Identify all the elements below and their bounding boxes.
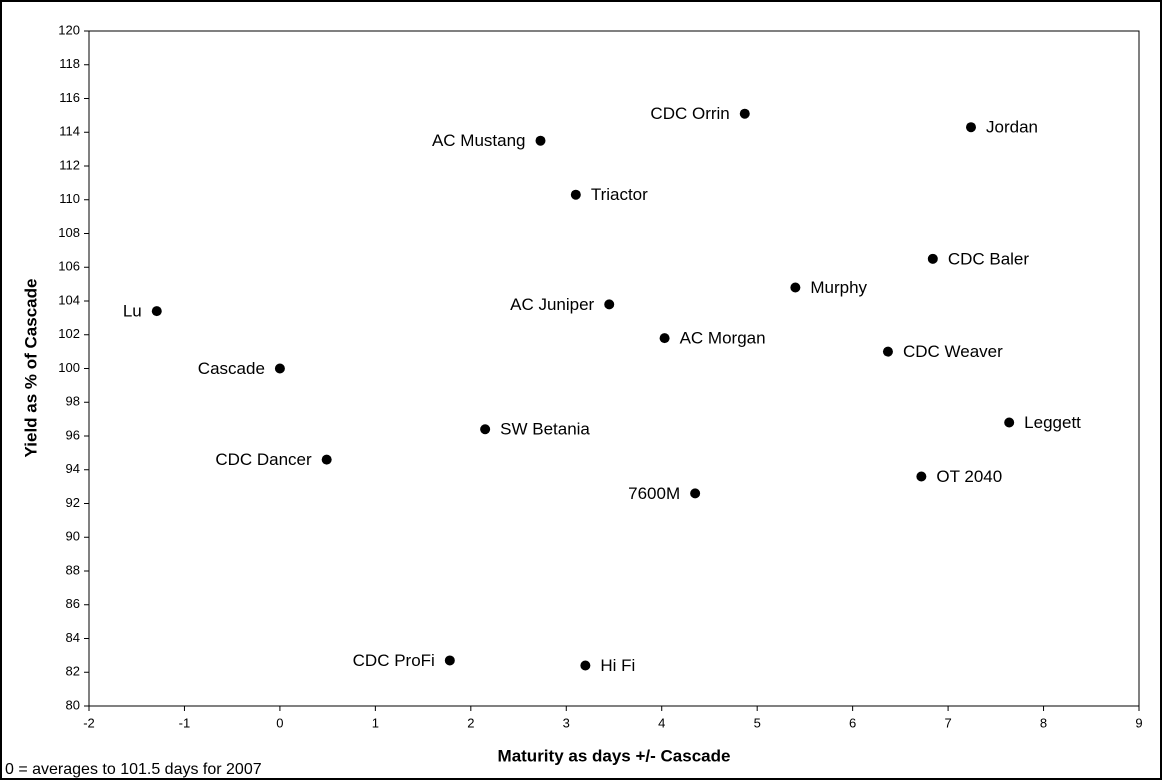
- point-label: 7600M: [628, 484, 680, 503]
- y-tick-label: 80: [66, 697, 80, 712]
- point-label: Triactor: [591, 185, 648, 204]
- point: [966, 122, 976, 133]
- y-tick-label: 110: [59, 191, 80, 206]
- point-label: CDC Dancer: [215, 450, 312, 469]
- point-label: Murphy: [810, 278, 867, 297]
- y-tick-label: 82: [66, 664, 80, 679]
- point-label: CDC Baler: [948, 249, 1030, 268]
- point-label: AC Juniper: [510, 295, 594, 314]
- x-tick-label: -1: [179, 715, 191, 730]
- x-tick-label: 2: [467, 715, 474, 730]
- point-label: CDC Orrin: [650, 104, 729, 123]
- y-tick-label: 120: [58, 22, 80, 37]
- point-label: Cascade: [198, 359, 265, 378]
- y-tick-label: 98: [66, 394, 80, 409]
- point-label: OT 2040: [936, 467, 1002, 486]
- x-tick-label: 5: [754, 715, 761, 730]
- point: [1004, 417, 1015, 428]
- y-tick-label: 108: [58, 225, 80, 240]
- point: [927, 253, 938, 264]
- point: [570, 189, 581, 200]
- x-tick-label: -2: [83, 715, 95, 730]
- y-tick-label: 106: [58, 259, 80, 274]
- point-label: AC Morgan: [680, 329, 766, 348]
- point: [151, 306, 162, 317]
- point: [882, 346, 893, 357]
- y-tick-label: 102: [58, 326, 80, 341]
- point-label: Jordan: [986, 118, 1038, 137]
- point-label: Leggett: [1024, 413, 1081, 432]
- point-label: CDC Weaver: [903, 342, 1003, 361]
- point: [916, 471, 927, 482]
- point: [790, 282, 801, 293]
- point: [480, 424, 491, 435]
- point: [739, 108, 750, 119]
- point: [444, 655, 455, 666]
- y-tick-label: 96: [66, 427, 80, 442]
- x-tick-label: 1: [372, 715, 379, 730]
- x-tick-label: 8: [1040, 715, 1047, 730]
- y-tick-label: 116: [59, 90, 80, 105]
- y-tick-label: 86: [66, 596, 80, 611]
- point: [659, 333, 670, 344]
- y-axis-label: Yield as % of Cascade: [21, 279, 40, 458]
- footnote: 0 = averages to 101.5 days for 2007: [5, 761, 262, 778]
- point-label: Hi Fi: [600, 656, 635, 675]
- x-tick-label: 0: [276, 715, 283, 730]
- y-tick-label: 118: [59, 56, 80, 71]
- y-tick-label: 84: [66, 630, 80, 645]
- x-tick-label: 6: [849, 715, 856, 730]
- x-tick-label: 9: [1135, 715, 1142, 730]
- x-tick-label: 4: [658, 715, 665, 730]
- x-tick-label: 3: [563, 715, 570, 730]
- point: [274, 363, 285, 374]
- y-tick-label: 92: [66, 495, 80, 510]
- y-tick-label: 90: [66, 529, 80, 544]
- y-tick-label: 100: [58, 360, 80, 375]
- y-tick-label: 94: [66, 461, 80, 476]
- y-tick-label: 88: [66, 562, 80, 577]
- point: [690, 488, 701, 499]
- point-label: CDC ProFi: [353, 651, 435, 670]
- x-axis-label: Maturity as days +/- Cascade: [498, 746, 731, 765]
- point: [321, 454, 332, 465]
- y-tick-label: 112: [59, 157, 80, 172]
- point-label: Lu: [123, 302, 142, 321]
- y-tick-label: 104: [58, 292, 80, 307]
- point-label: AC Mustang: [432, 131, 526, 150]
- y-tick-label: 114: [59, 124, 80, 139]
- x-tick-label: 7: [944, 715, 951, 730]
- point-label: SW Betania: [500, 420, 590, 439]
- point: [580, 660, 591, 671]
- point: [604, 299, 615, 310]
- point: [535, 135, 546, 146]
